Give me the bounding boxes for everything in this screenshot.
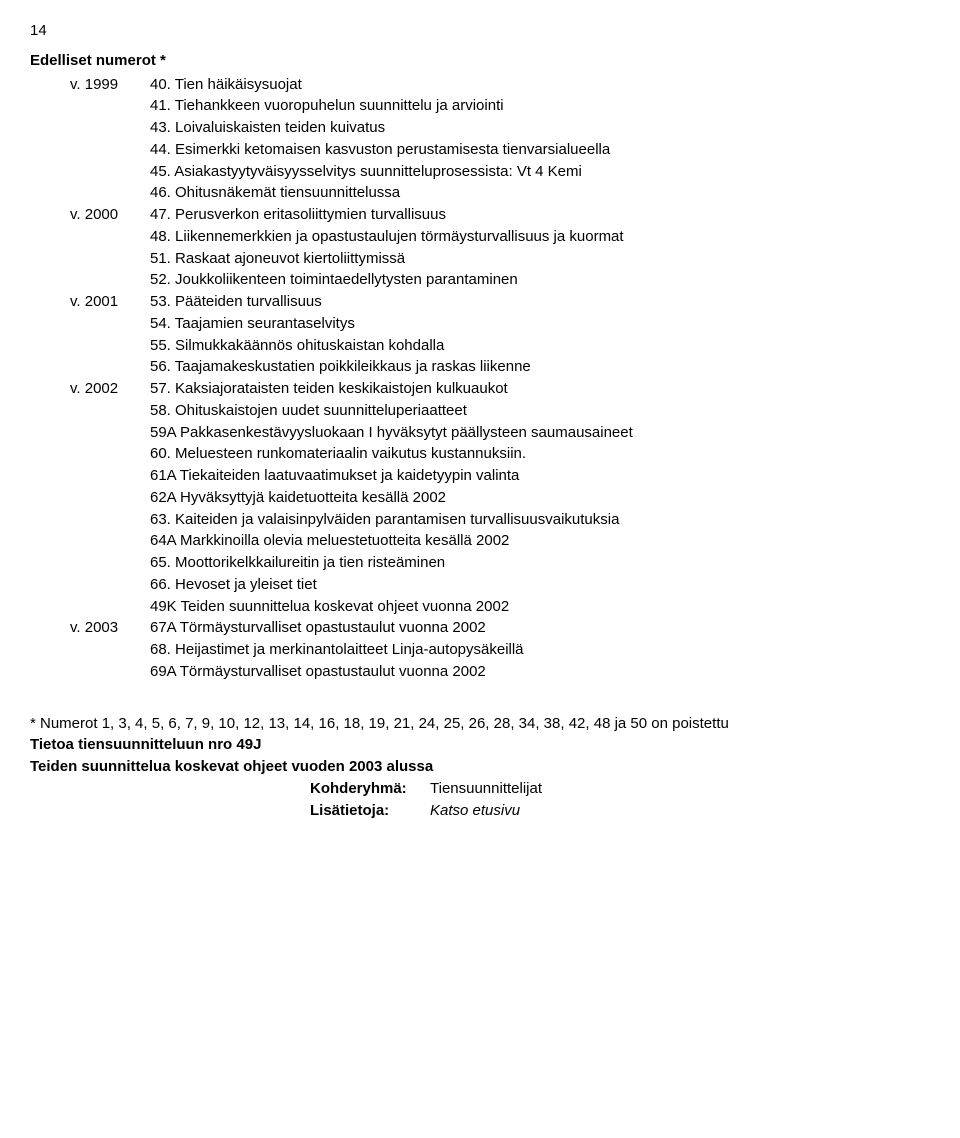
footnote: * Numerot 1, 3, 4, 5, 6, 7, 9, 10, 12, 1…: [30, 713, 940, 735]
year-label: [30, 182, 140, 204]
year-label: [30, 509, 140, 531]
year-label: [30, 335, 140, 357]
list-item: 69A Törmäysturvalliset opastustaulut vuo…: [150, 661, 940, 683]
page-number: 14: [30, 20, 940, 42]
list-item: 56. Taajamakeskustatien poikkileikkaus j…: [150, 356, 940, 378]
list-item: 67A Törmäysturvalliset opastustaulut vuo…: [150, 617, 940, 639]
year-label: [30, 139, 140, 161]
list-item: 61A Tiekaiteiden laatuvaatimukset ja kai…: [150, 465, 940, 487]
list-item: 51. Raskaat ajoneuvot kiertoliittymissä: [150, 248, 940, 270]
year-label: v. 2002: [30, 378, 140, 400]
year-label: [30, 313, 140, 335]
list-item: 65. Moottorikelkkailureitin ja tien rist…: [150, 552, 940, 574]
year-label: [30, 356, 140, 378]
year-label: v. 2001: [30, 291, 140, 313]
kv-label: Lisätietoja:: [310, 800, 430, 822]
year-label: v. 2000: [30, 204, 140, 226]
year-label: [30, 465, 140, 487]
list-item: 54. Taajamien seurantaselvitys: [150, 313, 940, 335]
year-label: [30, 487, 140, 509]
doc-title-1: Tietoa tiensuunnitteluun nro 49J: [30, 734, 940, 756]
list-item: 53. Pääteiden turvallisuus: [150, 291, 940, 313]
list-item: 43. Loivaluiskaisten teiden kuivatus: [150, 117, 940, 139]
list-item: 63. Kaiteiden ja valaisinpylväiden paran…: [150, 509, 940, 531]
list-item: 57. Kaksiajorataisten teiden keskikaisto…: [150, 378, 940, 400]
year-label: [30, 530, 140, 552]
numbered-list-table: v. 1999 40. Tien häikäisysuojat41. Tiehan…: [30, 74, 940, 683]
year-label: [30, 226, 140, 248]
list-item: 58. Ohituskaistojen uudet suunnitteluper…: [150, 400, 940, 422]
list-item: 66. Hevoset ja yleiset tiet: [150, 574, 940, 596]
year-label: [30, 248, 140, 270]
list-item: 62A Hyväksyttyjä kaidetuotteita kesällä …: [150, 487, 940, 509]
list-item: 45. Asiakastyytyväisyysselvitys suunnitt…: [150, 161, 940, 183]
list-item: 41. Tiehankkeen vuoropuhelun suunnittelu…: [150, 95, 940, 117]
list-item: 48. Liikennemerkkien ja opastustaulujen …: [150, 226, 940, 248]
list-item: 44. Esimerkki ketomaisen kasvuston perus…: [150, 139, 940, 161]
year-label: [30, 443, 140, 465]
year-label: [30, 422, 140, 444]
year-label: [30, 95, 140, 117]
list-item: 64A Markkinoilla olevia meluestetuotteit…: [150, 530, 940, 552]
kv-value: Katso etusivu: [430, 800, 940, 822]
list-item: 55. Silmukkakäännös ohituskaistan kohdal…: [150, 335, 940, 357]
year-label: [30, 269, 140, 291]
list-item: 49K Teiden suunnittelua koskevat ohjeet …: [150, 596, 940, 618]
list-item: 59A Pakkasenkestävyysluokaan I hyväksyty…: [150, 422, 940, 444]
list-item: 40. Tien häikäisysuojat: [150, 74, 940, 96]
list-item: 68. Heijastimet ja merkinantolaitteet Li…: [150, 639, 940, 661]
section-heading: Edelliset numerot *: [30, 50, 940, 72]
year-label: [30, 117, 140, 139]
list-item: 47. Perusverkon eritasoliittymien turval…: [150, 204, 940, 226]
year-label: v. 1999: [30, 74, 140, 96]
kv-value: Tiensuunnittelijat: [430, 778, 940, 800]
list-item: 60. Meluesteen runkomateriaalin vaikutus…: [150, 443, 940, 465]
year-label: [30, 552, 140, 574]
year-label: [30, 639, 140, 661]
list-item: 46. Ohitusnäkemät tiensuunnittelussa: [150, 182, 940, 204]
kv-label: Kohderyhmä:: [310, 778, 430, 800]
year-label: v. 2003: [30, 617, 140, 639]
year-label: [30, 574, 140, 596]
year-label: [30, 400, 140, 422]
year-label: [30, 161, 140, 183]
doc-title-2: Teiden suunnittelua koskevat ohjeet vuod…: [30, 756, 940, 778]
year-label: [30, 661, 140, 683]
year-label: [30, 596, 140, 618]
list-item: 52. Joukkoliikenteen toimintaedellytyste…: [150, 269, 940, 291]
